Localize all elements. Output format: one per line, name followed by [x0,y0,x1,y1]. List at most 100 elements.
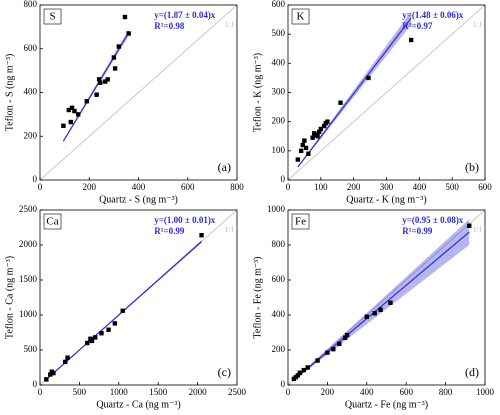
x-tick-label: 800 [439,387,453,397]
x-tick-label: 600 [478,182,492,192]
point [316,129,322,135]
x-tick-label: 1000 [110,387,129,397]
point [364,314,369,319]
point [310,135,315,140]
x-tick-label: 0 [286,182,291,192]
y-tick-label: 800 [272,239,286,249]
y-tick-label: 1000 [267,204,286,214]
fit-equation: y=(0.95 ± 0.08)x [402,215,464,225]
x-tick-label: 300 [380,182,394,192]
fit-band [297,11,412,168]
x-axis-label: Quartz - Fe (ng m⁻³) [345,399,428,410]
point [92,335,98,340]
x-tick-label: 600 [181,182,195,192]
identity-label: 1:1 [473,226,482,234]
point [321,123,327,129]
point [84,99,89,104]
point [372,311,377,316]
point [366,75,371,81]
element-label: Ca [46,216,58,228]
y-tick-label: 600 [272,274,286,284]
fit-line [293,231,470,381]
panel-label: (c) [218,365,231,379]
point [331,346,336,352]
identity-label: 1:1 [225,226,234,234]
y-tick-label: 200 [24,130,38,140]
y-tick-label: 500 [24,344,38,354]
element-box [43,213,62,230]
point [378,307,383,312]
plot-area [288,5,485,180]
point [116,44,121,49]
y-tick-label: 1500 [19,274,38,284]
point [89,338,95,344]
element-box [43,8,62,25]
point [305,365,310,370]
point [388,300,393,305]
r-squared: R²=0.98 [154,21,185,31]
element-label: Fe [295,216,306,228]
fit-equation: y=(1.00 ± 0.01)x [154,215,216,225]
y-tick-label: 200 [272,344,286,354]
point [106,327,111,332]
element-label: S [49,11,55,23]
point [302,138,307,143]
x-tick-label: 0 [38,387,43,397]
element-box [291,8,310,25]
x-tick-label: 200 [321,387,335,397]
panel-label: (b) [465,160,479,174]
point [72,108,77,114]
fit-band [293,219,470,381]
axes-frame [39,209,238,386]
point [295,157,301,162]
point [408,37,414,43]
y-tick-label: 0 [281,379,286,389]
x-tick-label: 1000 [476,387,495,397]
x-tick-label: 400 [132,182,146,192]
x-axis-label: Quartz - Ca (ng m⁻³) [96,399,180,410]
r-squared: R²=0.97 [402,21,433,31]
point [112,321,118,326]
y-tick-label: 600 [24,43,38,53]
x-tick-label: 0 [38,182,43,192]
x-tick-label: 2500 [228,387,247,397]
point [65,355,70,360]
point [303,145,309,151]
point [96,77,102,82]
point [325,350,330,355]
y-tick-label: 400 [24,87,38,97]
y-tick-label: 600 [272,0,286,9]
plot-area [40,5,237,180]
axes-frame [287,209,486,386]
element-box [291,213,310,230]
y-tick-label: 100 [272,145,286,155]
point [98,80,103,85]
fit-line [297,17,412,168]
point [467,223,472,228]
point [338,100,343,105]
point [51,370,56,376]
point [44,377,49,382]
x-tick-label: 800 [230,182,244,192]
identity-line [40,5,237,180]
point [300,142,305,148]
point [112,66,118,71]
r-squared: R²=0.99 [154,226,185,236]
x-tick-label: 500 [445,182,459,192]
point [126,31,131,36]
x-tick-label: 600 [399,387,413,397]
y-axis-label: Teflon - K (ng m⁻³) [252,53,263,132]
plot-area [40,210,237,385]
x-tick-label: 100 [314,182,328,192]
y-tick-label: 1000 [19,309,38,319]
point [120,308,125,313]
x-tick-label: 0 [286,387,291,397]
x-tick-label: 200 [347,182,361,192]
y-tick-label: 300 [272,87,286,97]
point [48,372,53,377]
y-axis-label: Teflon - Ca (ng m⁻³) [4,256,15,339]
x-tick-label: 500 [73,387,87,397]
x-tick-label: 400 [413,182,427,192]
point [298,148,304,154]
y-tick-label: 400 [272,57,286,67]
